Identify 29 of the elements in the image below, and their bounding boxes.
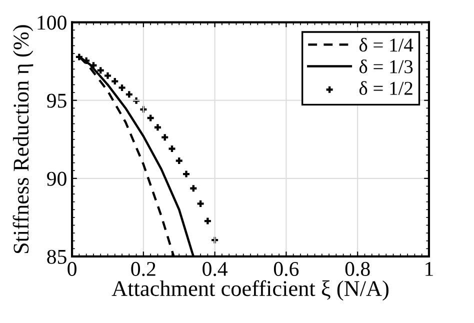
x-tick-label: 0.2 xyxy=(131,262,156,276)
point xyxy=(112,78,118,85)
y-tick-label: 100 xyxy=(38,16,66,30)
legend-label: δ = 1/3 xyxy=(359,60,413,74)
point xyxy=(126,91,132,98)
x-tick-label: 0.6 xyxy=(274,262,299,276)
x-tick-label: 0.8 xyxy=(345,262,370,276)
point xyxy=(176,158,182,164)
x-axis-title: Attachment coefficient ξ (N/A) xyxy=(112,280,388,301)
point xyxy=(183,170,190,178)
point xyxy=(104,72,111,79)
legend-label: δ = 1/2 xyxy=(359,81,412,95)
point xyxy=(118,84,126,91)
y-tick-label: 85 xyxy=(47,250,66,264)
point xyxy=(190,185,197,192)
point xyxy=(97,67,104,74)
point xyxy=(147,114,154,122)
y-tick-label: 90 xyxy=(47,172,66,186)
point xyxy=(204,218,211,224)
legend-label: δ = 1/4 xyxy=(359,38,414,52)
y-tick-label: 95 xyxy=(47,94,66,108)
x-tick-label: 0 xyxy=(68,262,76,276)
point xyxy=(154,124,161,131)
x-tick-label: 1 xyxy=(426,262,433,276)
point xyxy=(168,145,176,152)
point xyxy=(197,200,204,207)
point xyxy=(162,134,168,141)
x-tick-label: 0.4 xyxy=(202,262,228,276)
y-axis-title: Stiffness Reduction η (%) xyxy=(12,25,34,254)
